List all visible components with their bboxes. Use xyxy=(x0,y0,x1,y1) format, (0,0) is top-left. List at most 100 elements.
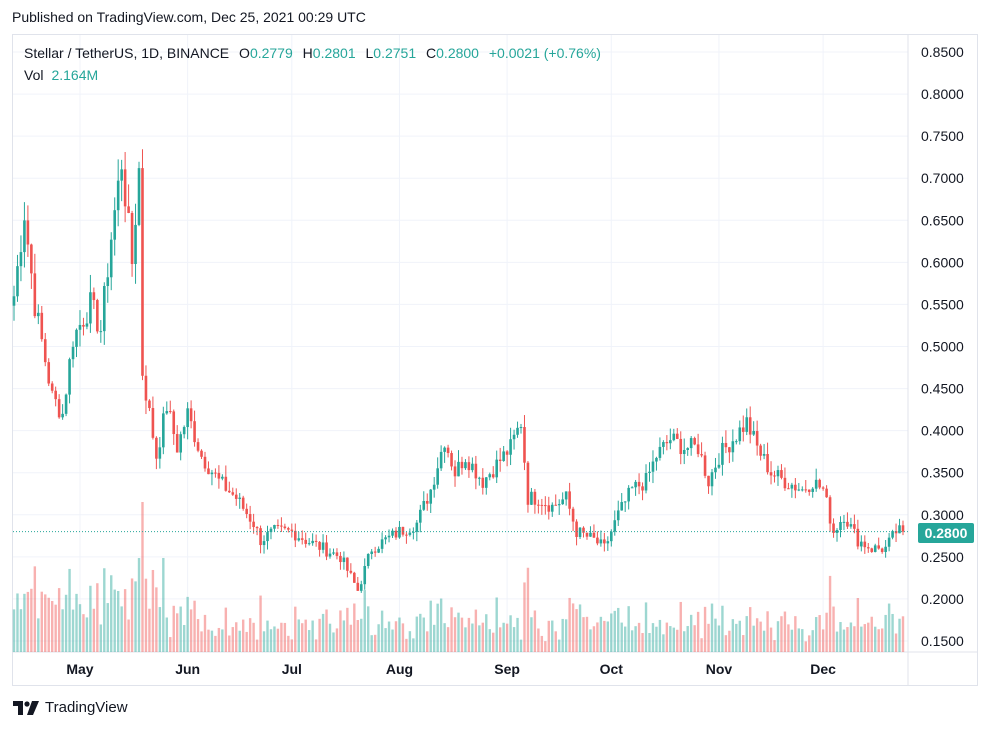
volume-bar xyxy=(224,607,228,652)
candle-body xyxy=(64,394,68,414)
volume-bar xyxy=(672,627,676,652)
candle-body xyxy=(238,497,242,499)
x-tick-label: Sep xyxy=(494,661,520,677)
y-tick-label: 0.8000 xyxy=(921,86,964,102)
candle-body xyxy=(596,537,599,544)
candle-body xyxy=(349,570,353,573)
volume-bar xyxy=(64,594,68,652)
candle-body xyxy=(658,446,662,458)
candle-body xyxy=(825,488,828,498)
candle-body xyxy=(89,292,92,324)
candle-body xyxy=(512,434,516,440)
volume-bar xyxy=(137,558,141,652)
candle-body xyxy=(457,461,460,477)
y-tick-label: 0.4000 xyxy=(921,423,964,439)
y-tick-label: 0.7500 xyxy=(921,128,964,144)
volume-bar xyxy=(821,629,825,652)
candle-body xyxy=(439,451,443,469)
candle-body xyxy=(700,454,703,456)
candle-body xyxy=(252,521,255,528)
candle-body xyxy=(672,433,676,441)
candle-body xyxy=(557,504,561,506)
volume-bar xyxy=(568,597,571,652)
candle-body xyxy=(641,486,644,491)
candle-body xyxy=(148,400,151,409)
candle-body xyxy=(752,431,755,435)
candle-body xyxy=(92,292,96,301)
volume-bar xyxy=(342,620,346,652)
candle-body xyxy=(436,468,439,485)
volume-bar xyxy=(571,603,575,652)
volume-bar xyxy=(151,569,155,652)
candle-body xyxy=(335,552,339,556)
volume-bar xyxy=(880,628,884,652)
volume-bar xyxy=(113,589,116,652)
volume-bar xyxy=(248,618,252,652)
candle-body xyxy=(446,447,450,454)
candle-body xyxy=(19,252,23,267)
candle-body xyxy=(464,462,467,469)
candle-body xyxy=(339,555,342,563)
volume-bar xyxy=(384,628,387,652)
volume-bar xyxy=(655,626,658,652)
candle-body xyxy=(137,168,141,225)
volume-bar xyxy=(696,611,700,652)
volume-bar xyxy=(526,567,530,652)
volume-bar xyxy=(644,602,648,652)
candle-body xyxy=(741,427,745,432)
volume-bar xyxy=(488,629,491,652)
candle-body xyxy=(471,463,474,471)
symbol-label[interactable]: Stellar / TetherUS, 1D, BINANCE xyxy=(24,45,230,61)
candle-body xyxy=(85,323,89,327)
volume-bar xyxy=(679,601,682,652)
candle-body xyxy=(759,445,762,456)
candle-body xyxy=(106,277,110,287)
volume-bar xyxy=(148,608,151,652)
volume-bar xyxy=(318,618,321,652)
volume-bar xyxy=(578,604,582,652)
volume-bar xyxy=(519,639,523,652)
footer-brand[interactable]: TradingView xyxy=(13,699,128,716)
volume-bar xyxy=(839,622,842,652)
candle-body xyxy=(714,467,717,473)
volume-bar xyxy=(776,621,780,652)
volume-bar xyxy=(162,557,165,652)
candle-body xyxy=(599,539,603,544)
volume-bar xyxy=(467,617,471,652)
volume-bar xyxy=(540,635,544,652)
candle-body xyxy=(669,440,672,444)
candle-body xyxy=(328,553,332,557)
volume-bar xyxy=(530,617,533,652)
candle-body xyxy=(248,514,252,522)
candle-body xyxy=(839,522,842,531)
volume-bar xyxy=(630,630,634,652)
candle-body xyxy=(366,554,370,566)
candle-body xyxy=(214,472,217,474)
y-tick-label: 0.2500 xyxy=(921,549,964,565)
y-tick-label: 0.3000 xyxy=(921,507,964,523)
candle-body xyxy=(578,527,582,537)
volume-bar xyxy=(662,634,665,652)
candle-body xyxy=(40,312,44,340)
volume-bar xyxy=(808,635,811,652)
change-value: +0.0021 (+0.76%) xyxy=(488,45,601,61)
volume-bar xyxy=(283,622,287,652)
volume-bar xyxy=(266,620,269,652)
candle-body xyxy=(849,524,853,527)
candle-body xyxy=(783,477,787,489)
volume-bar xyxy=(481,622,485,652)
volume-bar xyxy=(863,624,867,652)
volume-bar xyxy=(641,633,644,652)
volume-bar xyxy=(221,629,224,652)
candle-body xyxy=(30,244,33,274)
volume-bar xyxy=(575,609,578,652)
candle-body xyxy=(554,504,558,506)
open-value: 0.2779 xyxy=(249,45,293,61)
candle-body xyxy=(575,521,578,537)
volume-bar xyxy=(762,630,766,652)
volume-bar xyxy=(589,629,592,652)
candle-body xyxy=(370,551,373,555)
last-price-tag: 0.2800 xyxy=(918,523,974,543)
candle-body xyxy=(189,408,193,422)
